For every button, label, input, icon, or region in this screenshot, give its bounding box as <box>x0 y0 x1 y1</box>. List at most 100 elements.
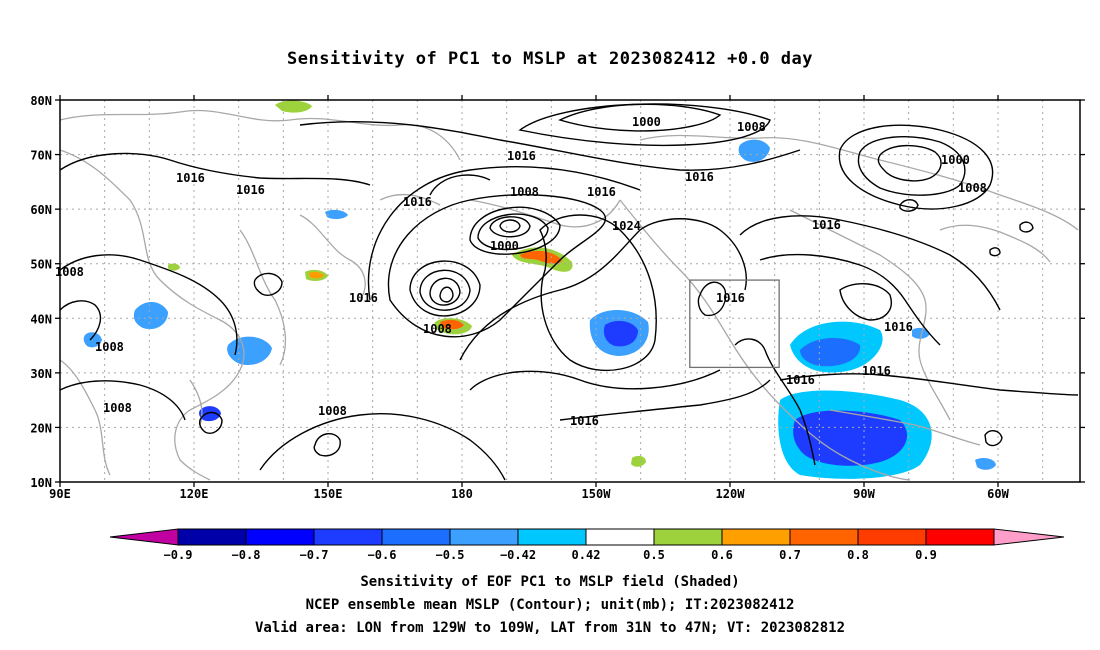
lat-tick-label: 70N <box>30 149 52 163</box>
shade-blob <box>309 272 324 279</box>
contour-labels: 1000 1008 1016 1016 1016 1016 1008 1000 … <box>55 115 987 428</box>
shade-blob <box>793 410 908 466</box>
colorbar-segment <box>313 528 383 546</box>
contour-label: 1016 <box>349 291 378 305</box>
contour-label: 1008 <box>958 181 987 195</box>
contour-label: 1000 <box>941 153 970 167</box>
shade-blob <box>738 139 770 162</box>
contour-line <box>1019 221 1034 233</box>
valid-area-box <box>689 279 780 369</box>
latitude-axis: 80N 70N 60N 50N 40N 30N 20N 10N <box>30 94 1085 490</box>
contour-line <box>697 281 727 317</box>
contour-label: 1016 <box>507 149 536 163</box>
contour-line <box>469 369 721 391</box>
contour-label: 1008 <box>423 322 452 336</box>
contour-line <box>198 411 223 434</box>
graticule <box>60 100 1080 482</box>
contour-line <box>558 103 722 132</box>
coastline <box>189 379 203 426</box>
colorbar-min-arrow <box>109 528 179 546</box>
coastline <box>829 409 981 446</box>
coastline <box>639 134 1079 231</box>
coastline <box>939 224 1051 263</box>
map-frame <box>59 99 1081 483</box>
contour-label: 1016 <box>884 320 913 334</box>
lat-tick-label: 10N <box>30 476 52 490</box>
colorbar-segment <box>245 528 315 546</box>
colorbar-label: −0.6 <box>368 548 397 562</box>
contour-label: 1008 <box>318 404 347 418</box>
colorbar-label: −0.8 <box>232 548 261 562</box>
contour-line <box>989 247 1001 257</box>
contour-label: 1008 <box>510 185 539 199</box>
lon-tick-label: 180 <box>451 487 473 501</box>
coastline <box>59 359 111 476</box>
colorbar-max-arrow <box>993 528 1065 546</box>
contour-line <box>313 433 341 457</box>
shade-blob <box>199 406 221 422</box>
shade-blob <box>168 263 180 271</box>
lat-tick-label: 40N <box>30 312 52 326</box>
lon-tick-label: 90W <box>853 487 875 501</box>
contour-line <box>518 103 771 147</box>
lat-tick-label: 30N <box>30 367 52 381</box>
contour-line <box>759 253 941 346</box>
contour-label: 1016 <box>236 183 265 197</box>
colorbar-label: 0.5 <box>643 548 665 562</box>
shade-blob <box>133 301 168 330</box>
contour-label: 1008 <box>95 340 124 354</box>
contour-line <box>253 272 283 296</box>
colorbar-segment <box>585 528 655 546</box>
contour-line <box>299 121 801 171</box>
lon-tick-label: 90E <box>49 487 71 501</box>
contour-line <box>59 254 238 356</box>
contour-line <box>779 373 1079 396</box>
contour-line <box>984 430 1003 447</box>
colorbar-segment <box>517 528 587 546</box>
shade-blob <box>603 320 638 347</box>
colorbar-segment <box>721 528 791 546</box>
contour-line <box>469 206 561 255</box>
contour-line <box>419 269 471 311</box>
contour-line <box>877 144 942 182</box>
contour-line <box>439 286 454 303</box>
contour-line <box>59 300 102 341</box>
shade-blob <box>520 250 562 264</box>
contour-label: 1008 <box>55 265 84 279</box>
contour-label: 1000 <box>632 115 661 129</box>
contour-line <box>429 174 491 196</box>
colorbar-label: −0.7 <box>300 548 329 562</box>
colorbar-label: −0.5 <box>436 548 465 562</box>
colorbar-segment <box>381 528 451 546</box>
coastline <box>789 209 951 421</box>
contour-line <box>857 136 966 196</box>
lon-tick-label: 60W <box>987 487 1009 501</box>
contour-label: 1016 <box>786 373 815 387</box>
colorbar-label: 0.7 <box>779 548 801 562</box>
contour-line <box>739 215 1001 311</box>
contour-line <box>838 124 994 210</box>
contour-line <box>539 214 657 372</box>
shade-blob <box>800 338 861 367</box>
lat-tick-label: 50N <box>30 258 52 272</box>
coastline <box>59 149 245 481</box>
contour-label: 1016 <box>176 171 205 185</box>
caption-line-2: NCEP ensemble mean MSLP (Contour); unit(… <box>305 597 795 613</box>
contour-label: 1016 <box>716 291 745 305</box>
caption-line-1: Sensitivity of EOF PC1 to MSLP field (Sh… <box>360 574 740 590</box>
colorbar-label: −0.9 <box>164 548 193 562</box>
shade-blob <box>83 332 102 348</box>
contour-label: 1008 <box>103 401 132 415</box>
colorbar: −0.9 −0.8 −0.7 −0.6 −0.5 −0.42 0.42 0.5 0.6 0.7 0.… <box>109 528 1065 562</box>
contour-line <box>59 152 371 186</box>
contour-label: 1016 <box>685 170 714 184</box>
lat-tick-label: 60N <box>30 203 52 217</box>
contour-line <box>259 413 506 481</box>
colorbar-label: 0.6 <box>711 548 733 562</box>
contour-label: 1008 <box>737 120 766 134</box>
contour-line <box>477 213 549 251</box>
shade-blob <box>912 327 930 339</box>
lon-tick-label: 150E <box>314 487 343 501</box>
coastline <box>619 199 911 481</box>
